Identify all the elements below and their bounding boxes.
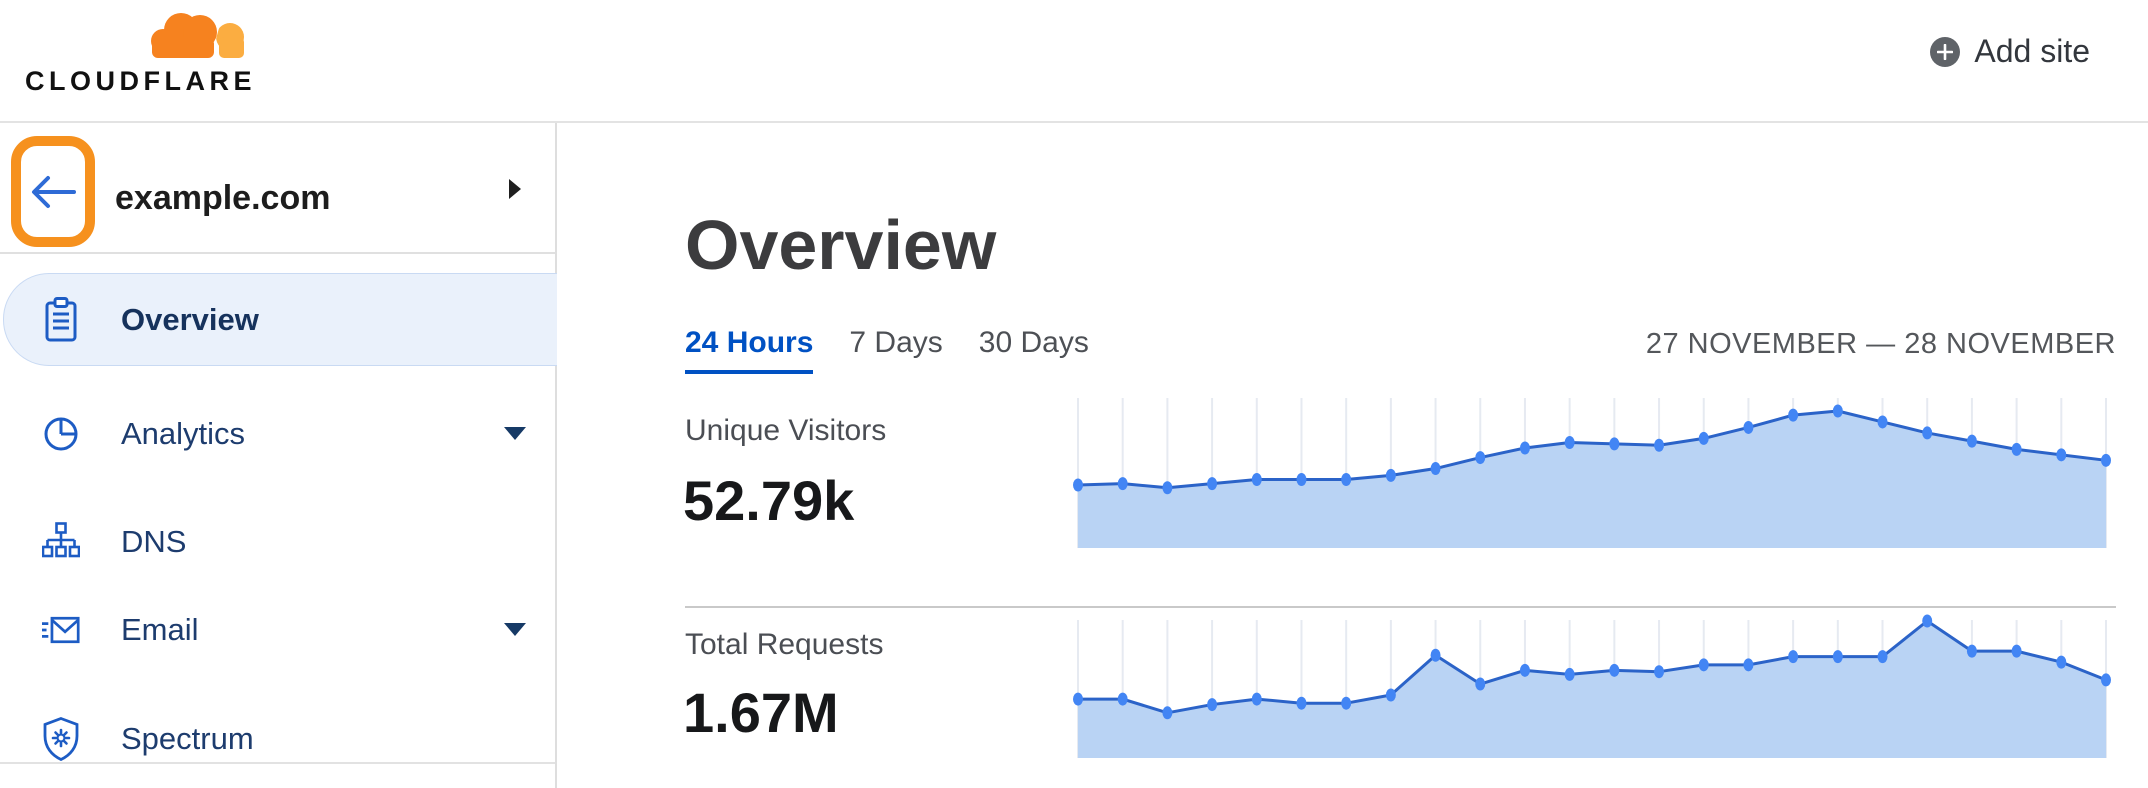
email-icon [42, 607, 80, 653]
cloudflare-cloud-icon [151, 9, 244, 64]
tab-7-days[interactable]: 7 Days [849, 326, 943, 359]
sidebar-section-divider [0, 762, 555, 764]
stats-divider [685, 606, 2116, 608]
pie-chart-icon [42, 411, 80, 457]
arrow-left-icon [32, 175, 76, 208]
time-range-tabs: 24 Hours 7 Days 30 Days [685, 326, 1089, 374]
sidebar-item-email[interactable]: Email [0, 584, 555, 676]
sidebar-item-label: Analytics [121, 416, 246, 451]
tab-24-hours[interactable]: 24 Hours [685, 326, 814, 374]
site-name: example.com [115, 179, 331, 217]
sidebar-item-dns[interactable]: DNS [0, 496, 555, 588]
plus-icon [1930, 36, 1961, 67]
sidebar-item-analytics[interactable]: Analytics [0, 388, 555, 480]
chevron-down-icon[interactable] [503, 622, 527, 642]
unique-visitors-label: Unique Visitors [685, 414, 887, 447]
sitemap-icon [42, 519, 80, 565]
tab-30-days[interactable]: 30 Days [978, 326, 1089, 359]
add-site-label: Add site [1974, 33, 2090, 69]
total-requests-label: Total Requests [685, 628, 884, 661]
site-sidebar: example.com Overview [0, 123, 557, 788]
page-title: Overview [685, 206, 997, 284]
chevron-right-icon[interactable] [507, 178, 522, 205]
sidebar-item-label: Email [121, 612, 199, 647]
overview-panel: Overview 24 Hours 7 Days 30 Days 27 NOVE… [559, 123, 2148, 788]
sidebar-item-label: Spectrum [121, 721, 254, 756]
clipboard-icon [42, 297, 80, 343]
unique-visitors-value: 52.79k [683, 469, 855, 532]
total-requests-chart[interactable] [1072, 600, 2112, 758]
total-requests-value: 1.67M [683, 681, 839, 744]
top-header: CLOUDFLARE Add site [0, 0, 2148, 123]
cloudflare-wordmark: CLOUDFLARE [25, 66, 256, 96]
sidebar-item-label: Overview [121, 302, 259, 337]
shield-icon [42, 716, 80, 762]
add-site-button[interactable]: Add site [1930, 33, 2090, 70]
date-range-label: 27 NOVEMBER — 28 NOVEMBER [1645, 328, 2116, 360]
sidebar-item-label: DNS [121, 524, 187, 559]
cloudflare-logo[interactable]: CLOUDFLARE [25, 8, 265, 108]
sidebar-item-spectrum[interactable]: Spectrum [0, 693, 555, 785]
site-selector[interactable]: example.com [0, 123, 555, 254]
back-button[interactable] [21, 146, 85, 237]
unique-visitors-chart[interactable] [1072, 390, 2112, 548]
sidebar-item-overview[interactable]: Overview [0, 274, 555, 366]
chevron-down-icon[interactable] [503, 426, 527, 446]
active-nav-highlight [3, 273, 557, 366]
